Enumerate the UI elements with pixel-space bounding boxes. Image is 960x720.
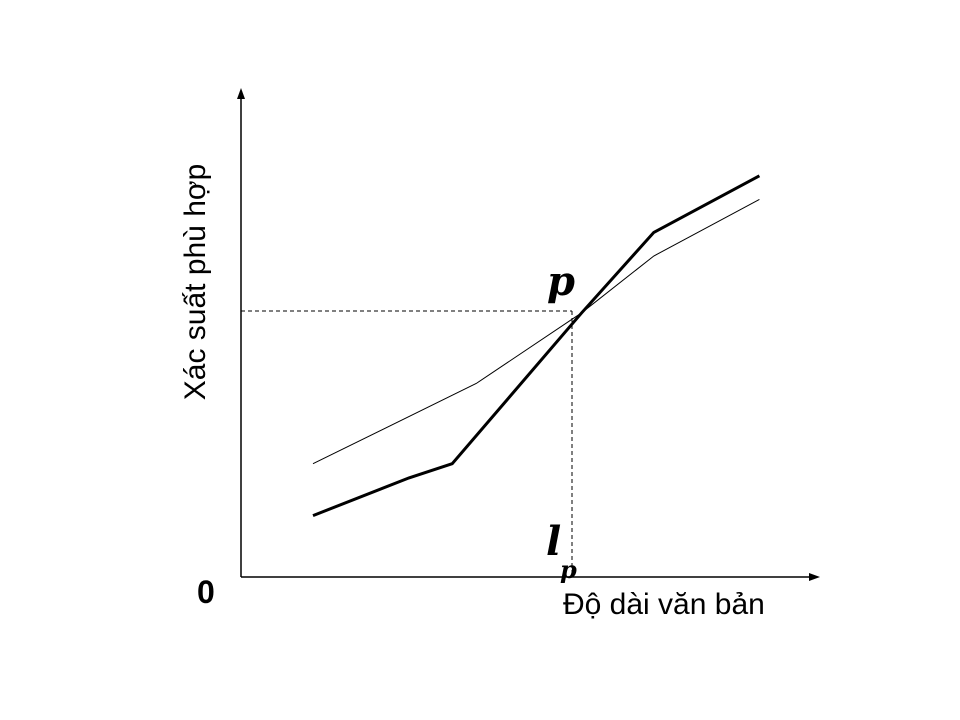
y-axis-label: Xác suất phù hợp: [179, 163, 212, 401]
x-axis-label: Độ dài văn bản: [563, 588, 765, 621]
y-axis-arrowhead: [237, 88, 245, 99]
origin-label: 0: [197, 574, 215, 610]
lp-label: l: [546, 518, 562, 565]
thin-curve: [312, 198, 760, 465]
p-label: p: [547, 258, 575, 305]
x-axis-arrowhead: [809, 573, 820, 581]
lp-subscript: p: [560, 555, 577, 584]
thick-curve: [312, 174, 761, 517]
